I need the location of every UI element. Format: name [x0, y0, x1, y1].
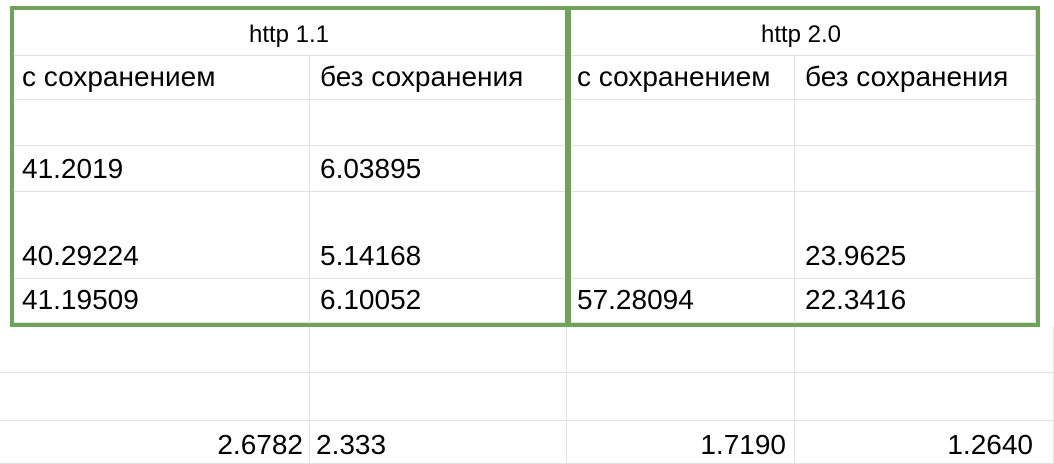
data-cell[interactable] [567, 100, 795, 146]
data-cell[interactable]: 1.2640 [795, 421, 1054, 464]
data-cell[interactable] [795, 100, 1036, 146]
cell-value: 41.2019 [22, 153, 124, 184]
data-cell[interactable] [310, 373, 567, 421]
subheader-cell[interactable]: с сохранением [12, 56, 310, 100]
subheader-label: с сохранением [577, 61, 771, 92]
data-cell[interactable]: 40.29224 [12, 192, 310, 279]
cell-value: 22.3416 [805, 284, 907, 315]
data-cell[interactable]: 22.3416 [795, 279, 1036, 323]
subheader-label: с сохранением [22, 61, 216, 92]
data-cell[interactable] [795, 373, 1054, 421]
group-header-http11-label: http 1.1 [248, 21, 330, 48]
cell-value: 41.19509 [22, 284, 139, 315]
data-cell[interactable] [567, 327, 795, 373]
group-header-http20-label: http 2.0 [760, 21, 842, 48]
cell-value: 2.6782 [217, 429, 303, 460]
cell-value: 23.9625 [805, 240, 907, 271]
cell-value: 5.14168 [320, 240, 422, 271]
cell-value: 40.29224 [22, 240, 139, 271]
cell-value: 2.333 [316, 429, 387, 460]
data-cell[interactable] [310, 327, 567, 373]
data-cell[interactable]: 57.28094 [567, 279, 795, 323]
data-cell[interactable] [0, 373, 310, 421]
data-cell[interactable] [567, 192, 795, 279]
subheader-cell[interactable]: без сохранения [795, 56, 1036, 100]
cell-value: 6.10052 [320, 284, 422, 315]
subheader-cell[interactable]: с сохранением [567, 56, 795, 100]
data-cell[interactable] [567, 373, 795, 421]
data-cell[interactable] [0, 327, 310, 373]
data-cell[interactable] [310, 100, 567, 146]
group-header-http20[interactable]: http 2.0 [567, 10, 1036, 56]
data-cell[interactable]: 23.9625 [795, 192, 1036, 279]
data-cell[interactable]: 1.7190 [567, 421, 795, 464]
data-cell[interactable]: 2.333 [310, 421, 567, 464]
data-cell[interactable]: 41.2019 [12, 146, 310, 192]
group-header-http11[interactable]: http 1.1 [12, 10, 567, 56]
cell-value: 6.03895 [320, 153, 422, 184]
subheader-label: без сохранения [805, 61, 1009, 92]
subheader-cell[interactable]: без сохранения [310, 56, 567, 100]
data-cell[interactable]: 2.6782 [0, 421, 310, 464]
subheader-label: без сохранения [320, 61, 524, 92]
cell-value: 1.7190 [700, 429, 786, 460]
cell-value: 1.2640 [947, 429, 1033, 460]
data-cell[interactable] [795, 327, 1054, 373]
data-cell[interactable]: 6.10052 [310, 279, 567, 323]
data-cell[interactable] [795, 146, 1036, 192]
data-cell[interactable]: 41.19509 [12, 279, 310, 323]
cell-value: 57.28094 [577, 284, 694, 315]
data-cell[interactable] [567, 146, 795, 192]
data-cell[interactable]: 5.14168 [310, 192, 567, 279]
data-cell[interactable] [12, 100, 310, 146]
data-cell[interactable]: 6.03895 [310, 146, 567, 192]
